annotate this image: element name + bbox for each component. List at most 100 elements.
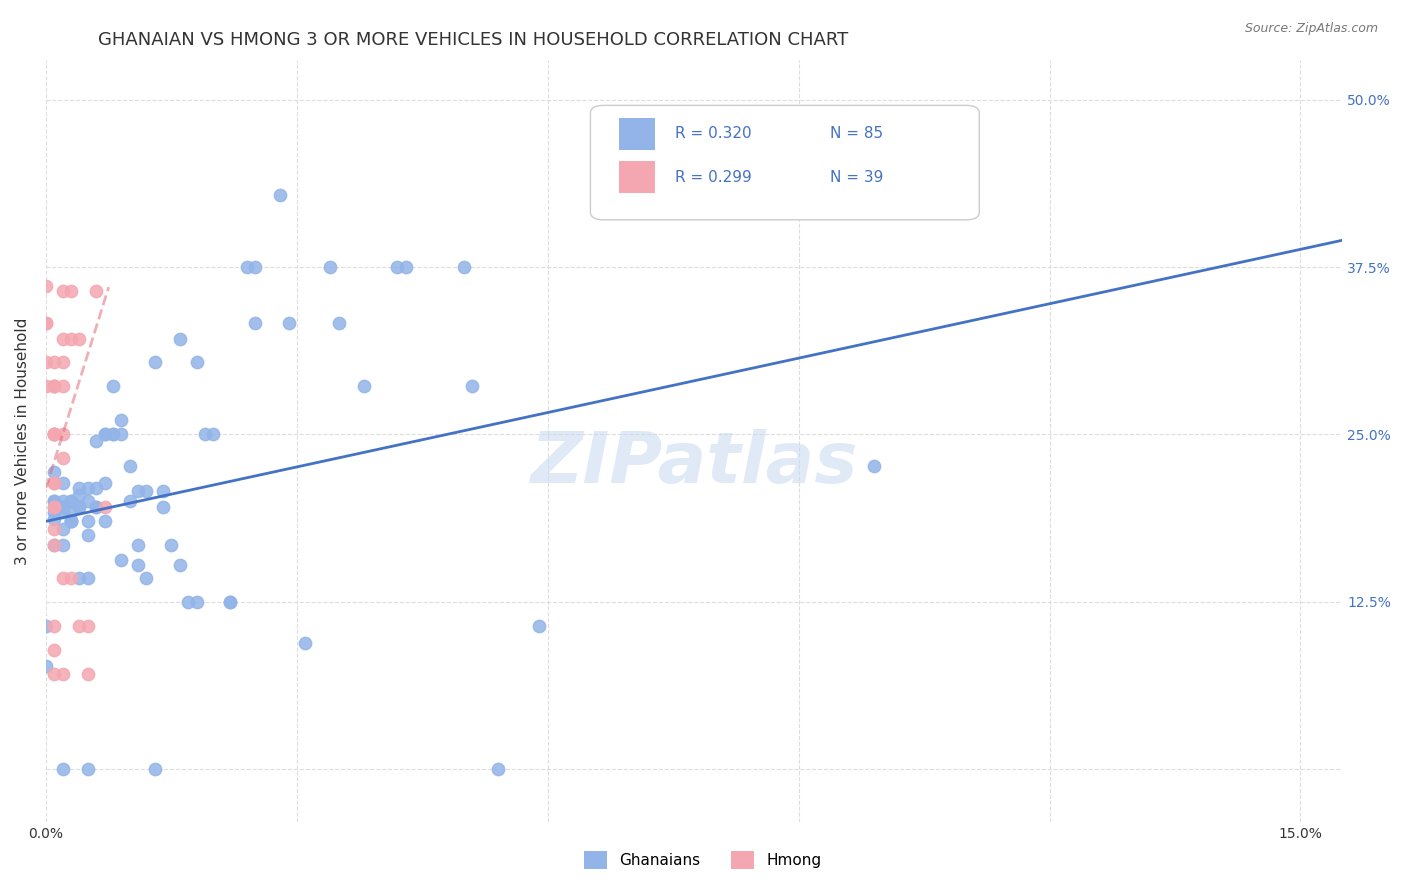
Text: N = 39: N = 39	[830, 169, 883, 185]
Point	[60, 284, 83, 298]
Point	[93, 427, 115, 442]
Point	[44, 475, 66, 490]
Point	[93, 427, 115, 442]
Point	[76, 494, 98, 508]
Point	[44, 494, 66, 508]
Point	[44, 427, 66, 442]
Point	[235, 260, 257, 274]
Point	[52, 427, 75, 442]
Point	[219, 594, 242, 608]
Point	[44, 379, 66, 393]
Point	[35, 618, 58, 632]
Point	[76, 570, 98, 584]
Point	[44, 379, 66, 393]
Point	[52, 522, 75, 536]
Point	[52, 570, 75, 584]
Point	[52, 538, 75, 552]
Point	[387, 260, 409, 274]
Point	[76, 514, 98, 528]
Point	[76, 618, 98, 632]
Point	[44, 475, 66, 490]
Point	[353, 379, 375, 393]
Point	[135, 483, 157, 498]
Y-axis label: 3 or more Vehicles in Household: 3 or more Vehicles in Household	[15, 318, 30, 565]
Point	[394, 260, 416, 274]
Point	[52, 379, 75, 393]
Point	[67, 570, 90, 584]
Point	[35, 379, 58, 393]
Point	[67, 500, 90, 514]
Point	[319, 260, 342, 274]
Point	[76, 666, 98, 681]
Point	[35, 658, 58, 673]
Point	[118, 494, 141, 508]
Point	[186, 355, 208, 369]
Point	[44, 666, 66, 681]
Point	[52, 494, 75, 508]
Point	[219, 594, 242, 608]
Point	[44, 427, 66, 442]
Text: ZIPatlas: ZIPatlas	[530, 429, 858, 499]
Point	[84, 500, 107, 514]
Point	[60, 505, 83, 519]
Point	[76, 527, 98, 541]
Point	[110, 553, 132, 567]
Point	[118, 459, 141, 474]
Point	[44, 494, 66, 508]
Point	[52, 500, 75, 514]
Point	[143, 355, 166, 369]
Point	[44, 355, 66, 369]
Point	[186, 594, 208, 608]
Point	[52, 332, 75, 346]
Point	[52, 505, 75, 519]
Point	[101, 427, 124, 442]
Point	[35, 278, 58, 293]
Point	[169, 332, 191, 346]
Point	[328, 316, 350, 330]
Text: Source: ZipAtlas.com: Source: ZipAtlas.com	[1244, 22, 1378, 36]
Text: N = 85: N = 85	[830, 126, 883, 141]
Point	[60, 570, 83, 584]
Point	[60, 514, 83, 528]
Point	[67, 481, 90, 495]
Point	[44, 511, 66, 525]
Point	[76, 481, 98, 495]
Point	[135, 570, 157, 584]
Point	[453, 260, 475, 274]
Point	[67, 500, 90, 514]
FancyBboxPatch shape	[591, 105, 980, 219]
FancyBboxPatch shape	[619, 118, 655, 150]
Point	[44, 465, 66, 479]
Point	[52, 762, 75, 776]
Point	[93, 514, 115, 528]
Text: R = 0.299: R = 0.299	[675, 169, 751, 185]
Point	[44, 505, 66, 519]
Text: GHANAIAN VS HMONG 3 OR MORE VEHICLES IN HOUSEHOLD CORRELATION CHART: GHANAIAN VS HMONG 3 OR MORE VEHICLES IN …	[98, 31, 849, 49]
Point	[127, 538, 149, 552]
Point	[44, 500, 66, 514]
Point	[60, 494, 83, 508]
Point	[93, 500, 115, 514]
Point	[44, 522, 66, 536]
Point	[277, 316, 299, 330]
Point	[52, 451, 75, 466]
Point	[35, 316, 58, 330]
Point	[863, 459, 886, 474]
Point	[152, 500, 174, 514]
Point	[52, 666, 75, 681]
Point	[127, 558, 149, 573]
Point	[160, 538, 183, 552]
Point	[52, 475, 75, 490]
Point	[93, 475, 115, 490]
Point	[67, 487, 90, 501]
Point	[44, 427, 66, 442]
Point	[60, 332, 83, 346]
Point	[110, 412, 132, 426]
Point	[194, 427, 217, 442]
Point	[44, 379, 66, 393]
Point	[76, 762, 98, 776]
Point	[101, 379, 124, 393]
Point	[169, 558, 191, 573]
Point	[35, 316, 58, 330]
Point	[127, 483, 149, 498]
